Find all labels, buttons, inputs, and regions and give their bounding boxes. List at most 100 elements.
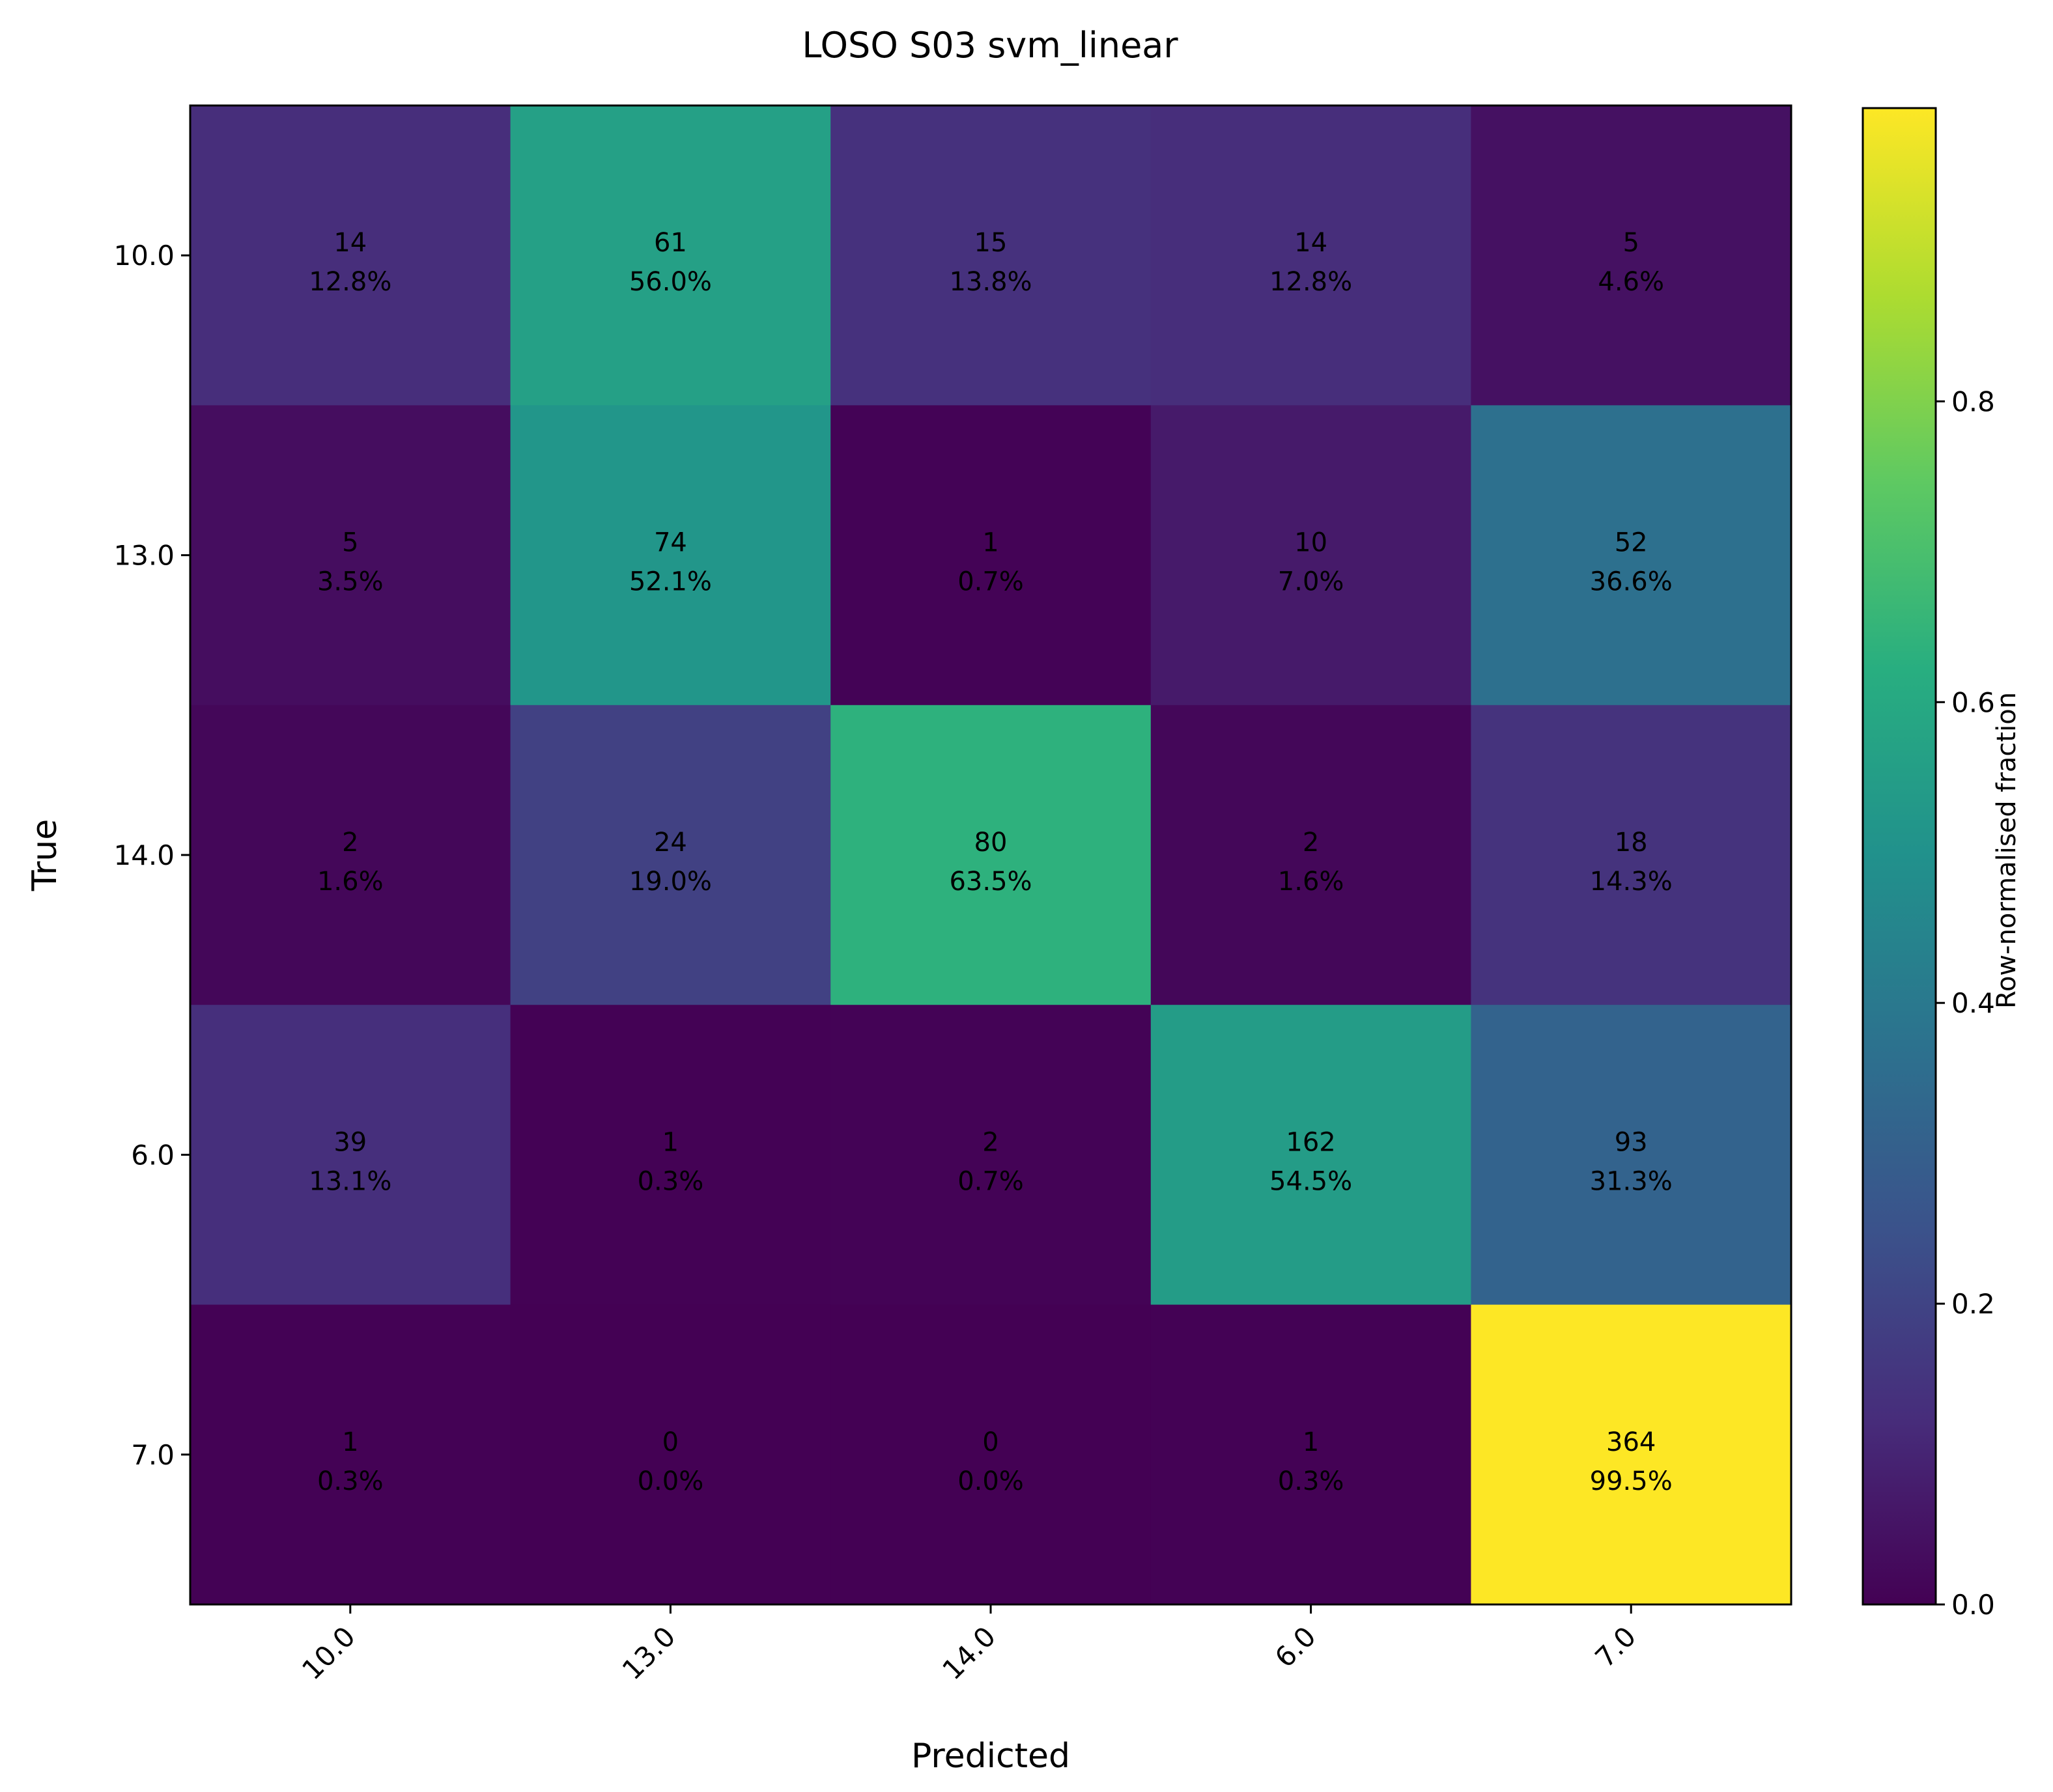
cell-percent-label: 0.0% [638, 1466, 704, 1496]
y-tick-label: 10.0 [113, 240, 175, 272]
heatmap-cell [1150, 1005, 1471, 1306]
cell-percent-label: 13.8% [949, 267, 1032, 297]
x-tick-label: 7.0 [1589, 1620, 1642, 1673]
cell-percent-label: 63.5% [949, 867, 1032, 897]
cell-labels: 14 12.8% 61 56.0% 15 13.8% 14 12.8% 5 4.6% 5 3.5% 74… [309, 228, 1672, 1496]
cell-percent-label: 99.5% [1590, 1466, 1673, 1496]
heatmap-cell [1150, 105, 1471, 406]
cell-count-label: 61 [654, 228, 687, 258]
heatmap-cell [1471, 105, 1792, 406]
x-axis-label: Predicted [911, 1737, 1070, 1776]
heatmap-cell [830, 705, 1152, 1005]
colorbar-label: Row-normalised fraction [1992, 692, 2022, 1009]
cell-percent-label: 14.3% [1590, 867, 1673, 897]
cell-percent-label: 56.0% [629, 267, 712, 297]
cell-count-label: 39 [333, 1127, 367, 1157]
cell-percent-label: 0.3% [317, 1466, 384, 1496]
cell-count-label: 1 [662, 1127, 679, 1157]
cell-count-label: 5 [1622, 228, 1639, 258]
cell-count-label: 52 [1615, 528, 1648, 558]
heatmap-cell [1150, 705, 1471, 1005]
heatmap-cell [1471, 1005, 1792, 1306]
cell-percent-label: 0.3% [1278, 1466, 1344, 1496]
x-tick-label: 6.0 [1269, 1620, 1322, 1673]
chart-title: LOSO S03 svm_linear [802, 25, 1178, 66]
cell-count-label: 5 [342, 528, 358, 558]
heatmap-cell [510, 105, 831, 406]
heatmap-cell [830, 105, 1152, 406]
heatmap-cell [510, 405, 831, 706]
heatmap-cell [830, 405, 1152, 706]
heatmap-cell [510, 1005, 831, 1306]
cell-percent-label: 13.1% [309, 1166, 391, 1196]
cell-count-label: 18 [1615, 828, 1648, 858]
cell-percent-label: 54.5% [1269, 1166, 1352, 1196]
x-tick-label: 14.0 [936, 1620, 1002, 1686]
colorbar [1862, 107, 1937, 1606]
cell-count-label: 2 [342, 828, 358, 858]
cell-count-label: 1 [342, 1427, 358, 1457]
heatmap-cell [510, 1304, 831, 1605]
cell-count-label: 10 [1294, 528, 1327, 558]
colorbar-axis: 0.0 0.2 0.4 0.6 0.8 [1936, 385, 1995, 1621]
x-tick-label: 13.0 [616, 1620, 682, 1686]
heatmap-cells [190, 105, 1792, 1605]
cell-count-label: 24 [654, 828, 687, 858]
cell-percent-label: 1.6% [317, 867, 384, 897]
cell-count-label: 1 [1303, 1427, 1319, 1457]
cell-percent-label: 0.3% [638, 1166, 704, 1196]
colorbar-tick-label: 0.2 [1951, 1288, 1995, 1320]
heatmap-cell [830, 1005, 1152, 1306]
cell-percent-label: 12.8% [1269, 267, 1352, 297]
y-tick-label: 7.0 [131, 1439, 175, 1471]
heatmap-cell [190, 1005, 511, 1306]
cell-count-label: 2 [982, 1127, 998, 1157]
cell-percent-label: 3.5% [317, 567, 384, 597]
y-axis: 10.0 13.0 14.0 6.0 7.0 [113, 240, 190, 1471]
x-tick-label: 10.0 [296, 1620, 361, 1686]
cell-percent-label: 12.8% [309, 267, 391, 297]
heatmap-cell [190, 405, 511, 706]
cell-percent-label: 0.7% [957, 1166, 1024, 1196]
cell-percent-label: 7.0% [1278, 567, 1344, 597]
cell-percent-label: 52.1% [629, 567, 712, 597]
heatmap-cell [190, 1304, 511, 1605]
cell-percent-label: 4.6% [1598, 267, 1664, 297]
cell-percent-label: 36.6% [1590, 567, 1673, 597]
cell-count-label: 14 [1294, 228, 1327, 258]
colorbar-tick-label: 0.8 [1951, 385, 1995, 417]
y-axis-label: True [25, 819, 64, 891]
cell-percent-label: 0.0% [957, 1466, 1024, 1496]
cell-count-label: 0 [982, 1427, 998, 1457]
heatmap-cell [510, 705, 831, 1005]
heatmap-cell [190, 105, 511, 406]
y-tick-label: 14.0 [113, 839, 175, 871]
y-tick-label: 13.0 [113, 540, 175, 572]
cell-count-label: 80 [974, 828, 1008, 858]
cell-percent-label: 0.7% [957, 567, 1024, 597]
heatmap-cell [1150, 1304, 1471, 1605]
colorbar-tick-label: 0.4 [1951, 987, 1995, 1019]
cell-percent-label: 1.6% [1278, 867, 1344, 897]
cell-count-label: 364 [1606, 1427, 1656, 1457]
colorbar-tick-label: 0.6 [1951, 686, 1995, 718]
cell-count-label: 14 [333, 228, 367, 258]
heatmap-cell [830, 1304, 1152, 1605]
heatmap-cell [1471, 705, 1792, 1005]
cell-count-label: 2 [1303, 828, 1319, 858]
x-axis: 10.0 13.0 14.0 6.0 7.0 [296, 1604, 1642, 1686]
cell-count-label: 74 [654, 528, 687, 558]
cell-count-label: 93 [1615, 1127, 1648, 1157]
cell-percent-label: 31.3% [1590, 1166, 1673, 1196]
cell-percent-label: 19.0% [629, 867, 712, 897]
heatmap-cell [1471, 405, 1792, 706]
heatmap-cell [190, 705, 511, 1005]
cell-count-label: 1 [982, 528, 998, 558]
colorbar-tick-label: 0.0 [1951, 1589, 1995, 1621]
cell-count-label: 162 [1286, 1127, 1335, 1157]
cell-count-label: 0 [662, 1427, 679, 1457]
heatmap-cell [1150, 405, 1471, 706]
cell-count-label: 15 [974, 228, 1008, 258]
y-tick-label: 6.0 [131, 1139, 175, 1171]
